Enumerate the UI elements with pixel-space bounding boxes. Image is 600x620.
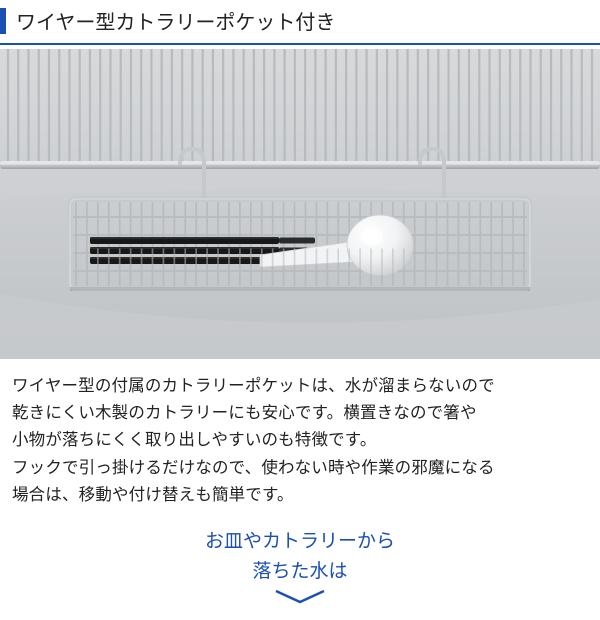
desc-line-5: 場合は、移動や付け替えも簡単です。: [12, 486, 294, 504]
description-text: ワイヤー型の付属のカトラリーポケットは、水が溜まらないので 乾きにくい木製のカト…: [0, 359, 600, 519]
callout-line-1: お皿やカトラリーから: [0, 527, 600, 556]
desc-line-4: フックで引っ掛けるだけなので、使わない時や作業の邪魔になる: [12, 459, 495, 477]
callout-line-2: 落ちた水は: [0, 557, 600, 586]
callout: お皿やカトラリーから 落ちた水は: [0, 519, 600, 606]
product-photo: [0, 49, 600, 359]
section-heading: ワイヤー型カトラリーポケット付き: [0, 0, 600, 45]
desc-line-2: 乾きにくい木製のカトラリーにも安心です。横置きなので箸や: [12, 404, 477, 422]
heading-accent-bar: [0, 8, 6, 34]
desc-line-3: 小物が落ちにくく取り出しやすいのも特徴です。: [12, 431, 377, 449]
chevron-down-icon: [0, 588, 600, 606]
heading-text: ワイヤー型カトラリーポケット付き: [16, 6, 335, 35]
product-photo-svg: [0, 49, 600, 359]
desc-line-1: ワイヤー型の付属のカトラリーポケットは、水が溜まらないので: [12, 377, 495, 395]
